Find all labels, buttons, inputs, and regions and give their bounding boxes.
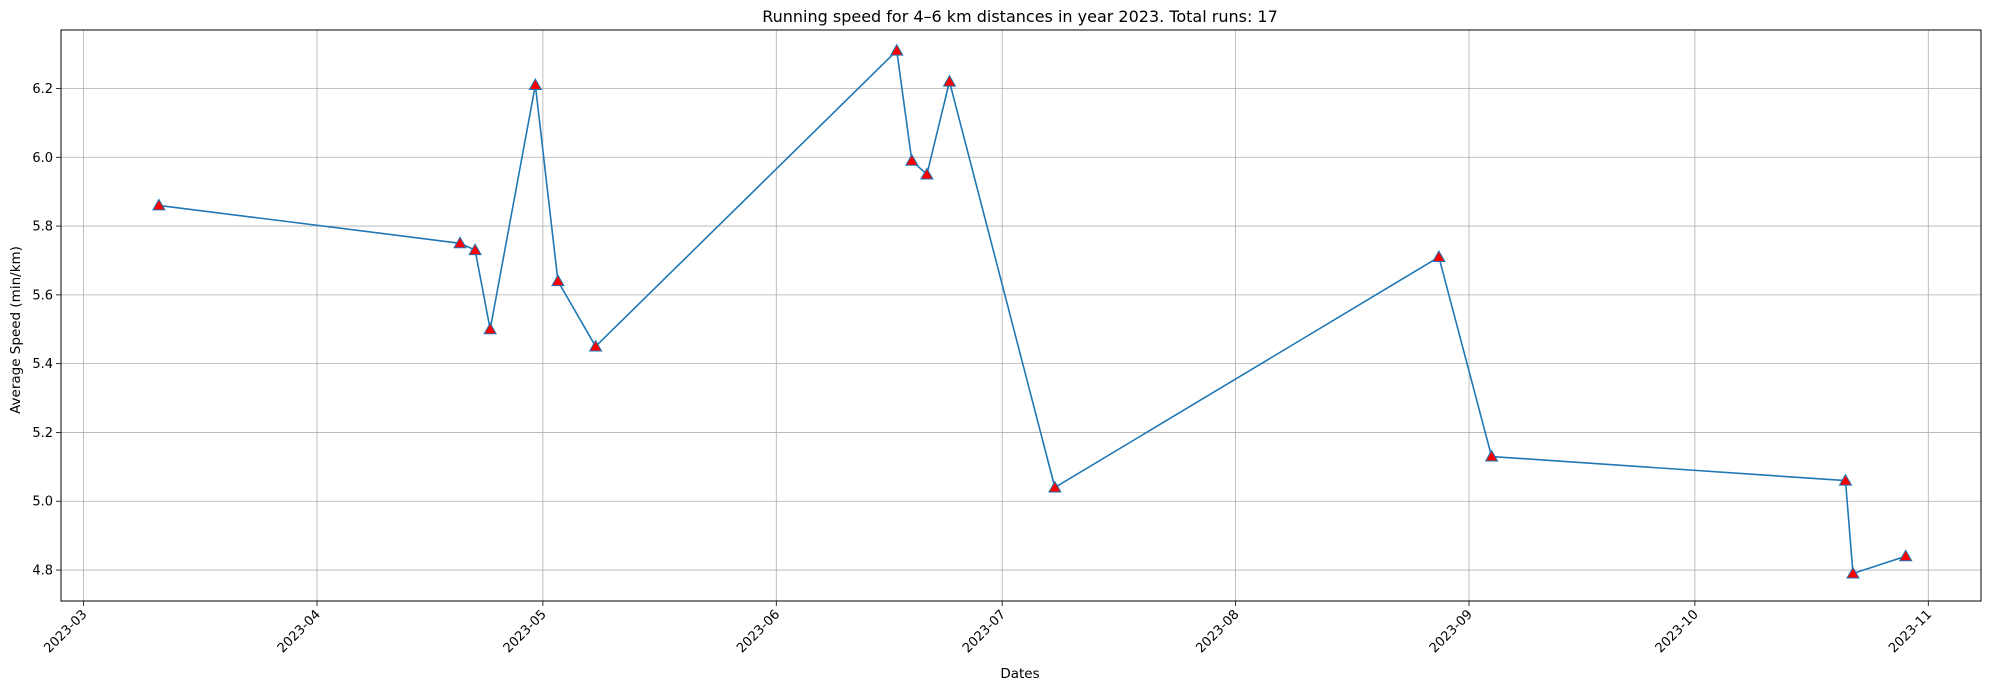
y-tick-label: 5.0 (32, 495, 53, 510)
data-point-marker (453, 236, 467, 249)
x-tick-label: 2023-07 (960, 607, 1009, 656)
data-point-marker (483, 322, 498, 335)
plot-frame (60, 29, 1982, 602)
y-tick-label: 6.0 (32, 151, 53, 166)
data-point-marker (1484, 449, 1499, 462)
x-tick-label: 2023-05 (501, 607, 550, 656)
data-point-marker (1838, 473, 1853, 486)
data-point-marker (152, 198, 166, 211)
data-point-marker (942, 74, 957, 87)
data-point-marker (1898, 549, 1913, 562)
axes (56, 29, 1982, 606)
data-point-marker (1846, 566, 1860, 579)
data-point-marker (468, 243, 482, 256)
y-tick-label: 5.2 (32, 426, 53, 441)
x-tick-label: 2023-04 (275, 607, 324, 656)
y-tick-label: 6.2 (32, 82, 53, 97)
y-tick-label: 5.6 (32, 288, 53, 303)
x-tick-label: 2023-11 (1886, 607, 1935, 656)
x-tick-label: 2023-06 (734, 607, 783, 656)
x-axis-label: Dates (1000, 666, 1039, 682)
chart-title: Running speed for 4–6 km distances in ye… (762, 7, 1278, 26)
series-line (158, 49, 1906, 575)
x-tick-label: 2023-09 (1427, 607, 1476, 656)
data-point-marker (528, 78, 543, 91)
series (152, 43, 1913, 579)
data-point-marker (920, 167, 934, 180)
data-point-marker (889, 43, 904, 56)
x-tick-label: 2023-08 (1193, 607, 1242, 656)
y-axis-label: Average Speed (min/km) (8, 246, 24, 414)
data-point-marker (551, 274, 565, 287)
y-tick-label: 5.4 (32, 357, 53, 372)
x-tick-label: 2023-03 (41, 607, 90, 656)
grid (61, 30, 1981, 601)
data-point-marker (1048, 480, 1062, 493)
x-tick-label: 2023-10 (1653, 607, 1702, 656)
data-point-marker (904, 153, 919, 166)
data-point-marker (588, 339, 603, 352)
data-point-marker (1432, 250, 1446, 263)
y-tick-label: 5.8 (32, 220, 53, 235)
y-tick-label: 4.8 (32, 564, 53, 579)
